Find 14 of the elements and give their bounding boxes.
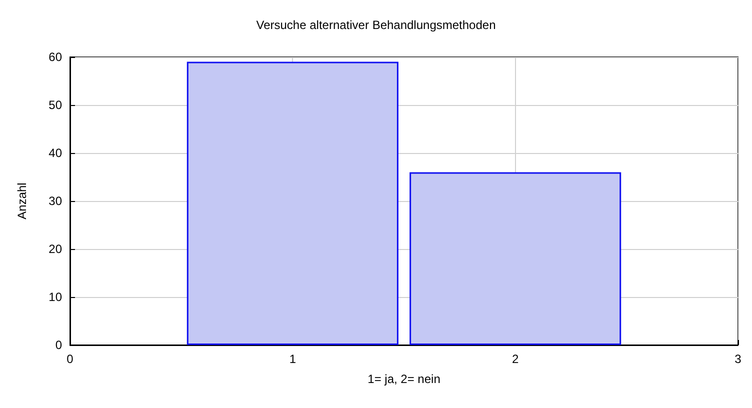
y-axis-title: Anzahl: [15, 182, 29, 220]
x-tick-label: 2: [512, 352, 519, 366]
x-tick-label: 0: [66, 352, 74, 366]
y-tick-label: 50: [48, 98, 62, 112]
y-tick-label: 40: [48, 146, 62, 160]
y-tick-label: 20: [48, 242, 62, 256]
y-tick-label: 0: [55, 338, 62, 352]
x-axis-title: 1= ja, 2= nein: [368, 372, 440, 386]
x-tick-label: 3: [734, 352, 742, 366]
y-tick-label: 30: [48, 194, 62, 208]
y-tick-label: 60: [48, 50, 62, 64]
chart-title: Versuche alternativer Behandlungsmethoden: [256, 18, 496, 32]
x-tick-label: 1: [289, 352, 296, 366]
y-tick-label: 10: [48, 290, 62, 304]
